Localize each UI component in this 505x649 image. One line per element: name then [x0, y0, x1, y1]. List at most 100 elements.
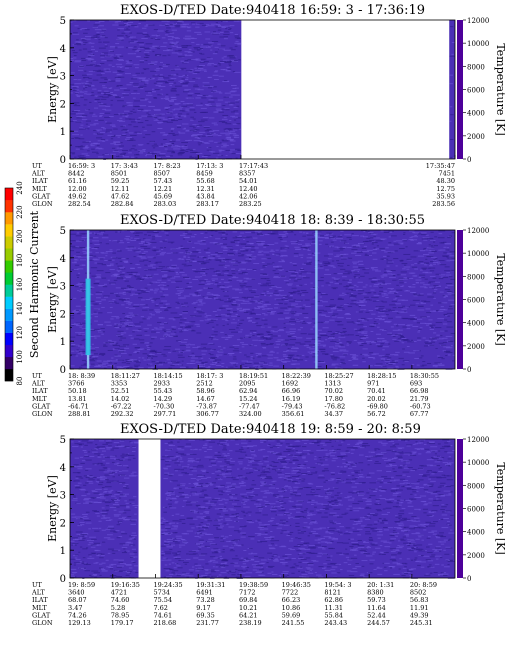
- side-colorbar-segment: [5, 188, 13, 201]
- bright-line: [315, 230, 318, 369]
- table-cell: 11.31: [324, 604, 343, 612]
- table-cell: 3353: [111, 380, 128, 388]
- y-tick-label: 0: [60, 155, 66, 166]
- colorbar-tick-label: 12000: [467, 227, 489, 235]
- colorbar-tick-label: 4000: [467, 320, 485, 328]
- table-cell: 8501: [111, 170, 128, 178]
- row-label: ALT: [31, 380, 45, 388]
- table-cell: 12.40: [239, 185, 258, 193]
- colorbar-tick-label: 4000: [467, 110, 485, 118]
- table-cell: 243.43: [324, 619, 347, 627]
- table-cell: 8380: [367, 589, 384, 597]
- colorbar-tick-label: 4000: [467, 529, 485, 537]
- table-cell: 1313: [324, 380, 341, 388]
- y-tick-label: 5: [60, 226, 66, 237]
- side-colorbar-tick: 180: [16, 254, 24, 267]
- table-cell: 74.61: [153, 611, 172, 619]
- table-cell: 16:59: 3: [68, 162, 95, 170]
- colorbar-tick-label: 12000: [467, 436, 489, 444]
- colorbar-tick-label: 8000: [467, 482, 485, 490]
- row-label: UT: [32, 581, 42, 589]
- heatmap-segment: [70, 439, 139, 579]
- table-cell: 19: 8:59: [68, 581, 95, 589]
- table-cell: 12.21: [153, 185, 172, 193]
- colorbar-tick-label: 2000: [467, 552, 485, 560]
- table-cell: 7722: [282, 589, 299, 597]
- side-colorbar-segment: [5, 236, 13, 249]
- side-colorbar-segment: [5, 344, 13, 358]
- side-colorbar-segment: [5, 248, 13, 261]
- table-cell: 231.77: [196, 619, 219, 627]
- table-cell: -69.80: [367, 402, 388, 410]
- table-cell: 18: 8:39: [68, 372, 95, 380]
- table-cell: 292.32: [111, 410, 134, 418]
- table-cell: 8459: [196, 170, 213, 178]
- table-cell: 66.98: [410, 387, 429, 395]
- table-cell: 12.11: [111, 185, 130, 193]
- row-label: GLAT: [32, 402, 51, 410]
- table-cell: 67.77: [410, 410, 429, 418]
- side-colorbar-tick: 240: [16, 181, 24, 194]
- table-cell: 68.07: [68, 596, 87, 604]
- table-cell: 971: [367, 380, 379, 388]
- table-cell: 18:17: 3: [196, 372, 223, 380]
- table-cell: 238.19: [239, 619, 262, 627]
- table-cell: 245.31: [410, 619, 433, 627]
- table-cell: 59.69: [282, 611, 301, 619]
- table-cell: 49.39: [410, 611, 429, 619]
- y-tick-label: 0: [60, 365, 66, 376]
- table-cell: 17:13: 3: [196, 162, 223, 170]
- y-tick-label: 4: [60, 463, 66, 474]
- table-cell: 19:31:31: [196, 581, 225, 589]
- panel-3: EXOS-D/TED Date:940418 19: 8:59 - 20: 8:…: [31, 422, 505, 627]
- table-cell: 3640: [68, 589, 85, 597]
- table-cell: 18:25:27: [324, 372, 353, 380]
- side-colorbar-segment: [5, 320, 13, 333]
- temperature-colorbar: [457, 20, 463, 159]
- y-tick-label: 5: [60, 435, 66, 446]
- table-cell: 21.79: [410, 395, 429, 403]
- table-cell: 13.81: [68, 395, 87, 403]
- table-cell: 8121: [324, 589, 341, 597]
- y-axis-label: Energy [eV]: [46, 56, 59, 123]
- table-cell: 7.62: [153, 604, 167, 612]
- colorbar-tick-label: 6000: [467, 297, 485, 305]
- y-tick-label: 0: [60, 574, 66, 585]
- table-cell: -73.87: [196, 402, 217, 410]
- colorbar-tick-label: 10000: [467, 40, 489, 48]
- table-cell: 42.06: [239, 192, 258, 200]
- table-cell: 12.75: [436, 185, 455, 193]
- y-tick-label: 5: [60, 16, 66, 27]
- table-cell: 15.24: [239, 395, 258, 403]
- table-cell: 18:14:15: [153, 372, 182, 380]
- table-cell: 5.28: [111, 604, 125, 612]
- table-cell: 4721: [111, 589, 128, 597]
- table-cell: 62.86: [324, 596, 343, 604]
- table-cell: 17:17:43: [239, 162, 268, 170]
- side-colorbar-segment: [5, 224, 13, 237]
- y-tick-label: 1: [60, 337, 66, 348]
- bright-blob: [85, 278, 91, 356]
- table-cell: 50.18: [68, 387, 87, 395]
- table-cell: 58.96: [196, 387, 215, 395]
- table-cell: 78.95: [111, 611, 130, 619]
- temperature-colorbar: [457, 439, 463, 578]
- table-cell: 64.21: [239, 611, 258, 619]
- table-cell: 2933: [153, 380, 170, 388]
- table-cell: 14.29: [153, 395, 172, 403]
- table-cell: 55.43: [153, 387, 172, 395]
- y-tick-label: 4: [60, 44, 66, 55]
- table-cell: 16.19: [282, 395, 301, 403]
- heatmap-segment: [70, 20, 242, 160]
- table-cell: 74.60: [111, 596, 130, 604]
- table-cell: -60.73: [410, 402, 431, 410]
- table-cell: 70.41: [367, 387, 386, 395]
- heatmap-segment: [160, 439, 455, 579]
- table-cell: 19:54: 3: [324, 581, 351, 589]
- row-label: ILAT: [32, 177, 48, 185]
- table-cell: -70.30: [153, 402, 174, 410]
- table-cell: 11.64: [367, 604, 386, 612]
- table-cell: 74.26: [68, 611, 87, 619]
